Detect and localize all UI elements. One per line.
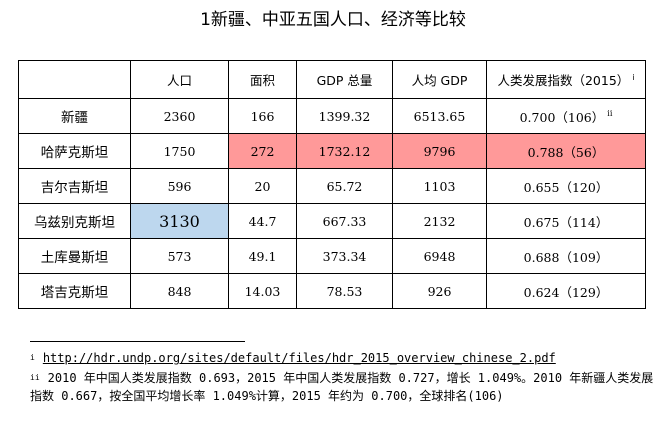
cell-hdi: 0.675（114）: [486, 203, 646, 239]
header-cell-blank: [18, 60, 131, 99]
cell-gdp-per-capita: 6513.65: [392, 98, 487, 134]
cell-hdi: 0.700（106） ii: [486, 98, 646, 134]
cell-gdp: 373.34: [296, 238, 393, 274]
cell-gdp-per-capita: 926: [392, 273, 487, 309]
cell-gdp-per-capita: 1103: [392, 168, 487, 204]
table-row: 新疆 2360 166 1399.32 6513.65 0.700（106） ii: [18, 98, 646, 134]
cell-area: 166: [228, 98, 297, 134]
header-cell-area: 面积: [228, 60, 297, 99]
cell-gdp: 1399.32: [296, 98, 393, 134]
cell-population: 596: [130, 168, 229, 204]
cell-area-highlighted: 272: [228, 133, 297, 169]
header-hdi-label: 人类发展指数（2015）: [497, 73, 630, 88]
cell-gdp: 65.72: [296, 168, 393, 204]
cell-hdi: 0.688（109）: [486, 238, 646, 274]
cell-hdi-highlighted: 0.788（56）: [486, 133, 646, 169]
cell-gdp: 78.53: [296, 273, 393, 309]
cell-population: 1750: [130, 133, 229, 169]
footnote-text: 2010 年中国人类发展指数 0.693，2015 年中国人类发展指数 0.72…: [30, 371, 654, 403]
cell-area: 44.7: [228, 203, 297, 239]
table-row: 土库曼斯坦 573 49.1 373.34 6948 0.688（109）: [18, 238, 646, 274]
cell-population: 2360: [130, 98, 229, 134]
cell-gdp-per-capita-highlighted: 9796: [392, 133, 487, 169]
row-label: 吉尔吉斯坦: [18, 168, 131, 204]
comparison-table: 人口 面积 GDP 总量 人均 GDP 人类发展指数（2015） i 新疆 236…: [18, 60, 646, 309]
cell-population: 848: [130, 273, 229, 309]
footnote-link[interactable]: http://hdr.undp.org/sites/default/files/…: [42, 351, 556, 365]
cell-population: 573: [130, 238, 229, 274]
footnote-1: i http://hdr.undp.org/sites/default/files…: [30, 349, 662, 367]
header-cell-gdp-per-capita: 人均 GDP: [392, 60, 487, 99]
row-label: 塔吉克斯坦: [18, 273, 131, 309]
page-title: 1新疆、中亚五国人口、经济等比较: [200, 10, 466, 30]
table-row: 吉尔吉斯坦 596 20 65.72 1103 0.655（120）: [18, 168, 646, 204]
footnote-mark: i: [30, 353, 35, 362]
cell-hdi: 0.655（120）: [486, 168, 646, 204]
table-row: 哈萨克斯坦 1750 272 1732.12 9796 0.788（56）: [18, 133, 646, 169]
footnote-2: ii 2010 年中国人类发展指数 0.693，2015 年中国人类发展指数 0.…: [30, 369, 662, 405]
cell-gdp-per-capita: 6948: [392, 238, 487, 274]
table-row: 塔吉克斯坦 848 14.03 78.53 926 0.624（129）: [18, 273, 646, 309]
cell-population-highlighted: 3130: [130, 203, 229, 239]
cell-area: 20: [228, 168, 297, 204]
cell-gdp: 667.33: [296, 203, 393, 239]
cell-area: 49.1: [228, 238, 297, 274]
footnote-separator: [30, 341, 245, 342]
table-header-row: 人口 面积 GDP 总量 人均 GDP 人类发展指数（2015） i: [18, 60, 646, 99]
cell-area: 14.03: [228, 273, 297, 309]
table-row: 乌兹别克斯坦 3130 44.7 667.33 2132 0.675（114）: [18, 203, 646, 239]
row-label: 土库曼斯坦: [18, 238, 131, 274]
cell-hdi: 0.624（129）: [486, 273, 646, 309]
cell-gdp-highlighted: 1732.12: [296, 133, 393, 169]
footnote-mark: ii: [30, 373, 40, 382]
header-cell-population: 人口: [130, 60, 229, 99]
header-cell-gdp: GDP 总量: [296, 60, 393, 99]
footnote-ref-ii[interactable]: ii: [607, 109, 613, 119]
row-label: 哈萨克斯坦: [18, 133, 131, 169]
row-label: 新疆: [18, 98, 131, 134]
header-cell-hdi: 人类发展指数（2015） i: [486, 60, 646, 99]
footnote-ref-i[interactable]: i: [632, 72, 635, 82]
cell-gdp-per-capita: 2132: [392, 203, 487, 239]
hdi-value: 0.700（106）: [519, 109, 605, 125]
row-label: 乌兹别克斯坦: [18, 203, 131, 239]
